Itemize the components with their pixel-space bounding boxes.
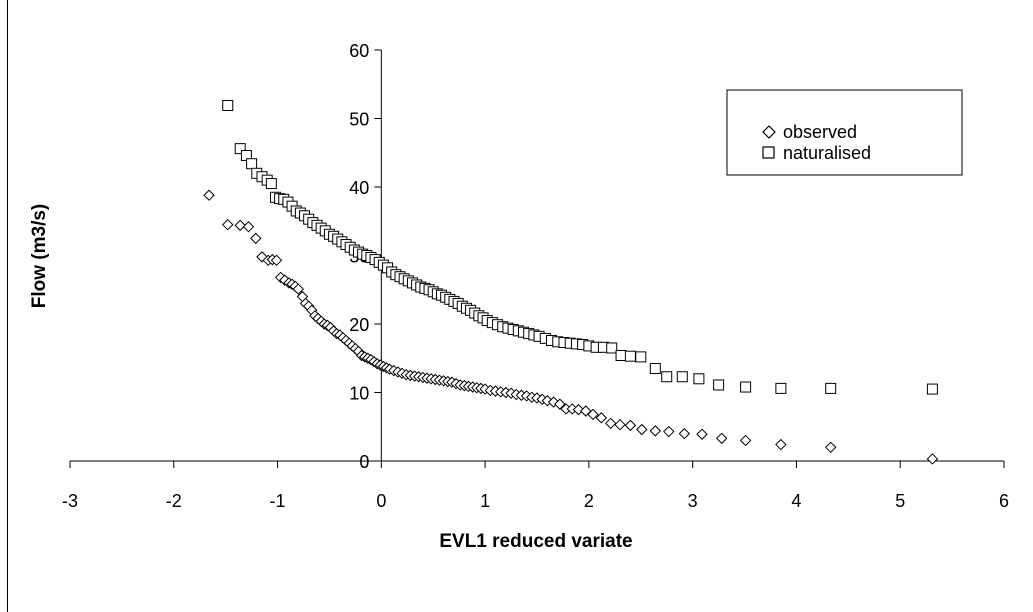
data-point-observed bbox=[256, 251, 268, 263]
tick-marks bbox=[69, 49, 1005, 468]
series-naturalised bbox=[222, 99, 938, 395]
data-point-observed bbox=[649, 425, 662, 437]
data-point-naturalised bbox=[606, 342, 618, 354]
y-tick-label: 40 bbox=[349, 178, 369, 198]
data-point-observed bbox=[678, 427, 691, 440]
data-point-naturalised bbox=[635, 351, 647, 363]
data-point-observed bbox=[739, 434, 752, 447]
y-tick-label: 60 bbox=[349, 41, 369, 61]
data-point-observed bbox=[696, 428, 708, 440]
y-tick-label: 50 bbox=[349, 110, 369, 130]
series-layer bbox=[203, 99, 939, 465]
data-point-observed bbox=[595, 412, 608, 424]
y-axis-title: Flow (m3/s) bbox=[29, 204, 50, 309]
data-point-observed bbox=[203, 189, 215, 201]
data-point-naturalised bbox=[265, 178, 277, 190]
data-point-naturalised bbox=[926, 383, 938, 395]
data-point-naturalised bbox=[661, 371, 673, 383]
data-point-naturalised bbox=[234, 143, 246, 155]
data-point-observed bbox=[270, 254, 283, 267]
data-point-naturalised bbox=[624, 350, 636, 362]
data-point-observed bbox=[222, 218, 234, 231]
x-tick-label: 4 bbox=[791, 491, 801, 511]
data-point-observed bbox=[580, 405, 592, 417]
data-point-observed bbox=[572, 403, 585, 416]
data-point-naturalised bbox=[649, 363, 661, 375]
data-point-observed bbox=[604, 417, 617, 430]
series-observed bbox=[203, 189, 939, 465]
data-point-observed bbox=[234, 219, 246, 232]
data-point-observed bbox=[292, 283, 305, 295]
data-point-observed bbox=[716, 432, 728, 445]
legend-diamond-marker bbox=[762, 125, 776, 139]
data-point-observed bbox=[663, 425, 675, 438]
x-tick-label: -3 bbox=[62, 491, 78, 511]
x-tick-label: -2 bbox=[166, 491, 182, 511]
legend-square-marker bbox=[762, 146, 775, 159]
x-tick-label: 1 bbox=[480, 491, 490, 511]
data-point-naturalised bbox=[222, 99, 234, 111]
y-tick-label: 0 bbox=[359, 452, 369, 472]
data-point-observed bbox=[614, 418, 626, 431]
data-point-naturalised bbox=[740, 381, 752, 393]
page-border-line bbox=[7, 0, 8, 612]
data-point-naturalised bbox=[775, 382, 787, 394]
x-axis-title: EVL1 reduced variate bbox=[439, 531, 632, 552]
data-point-naturalised bbox=[615, 350, 627, 362]
x-tick-label: 0 bbox=[376, 491, 386, 511]
data-point-observed bbox=[587, 408, 599, 421]
data-point-observed bbox=[250, 232, 262, 245]
data-point-naturalised bbox=[825, 382, 837, 394]
data-point-observed bbox=[636, 423, 648, 436]
x-tick-label: 6 bbox=[999, 491, 1009, 511]
data-point-observed bbox=[824, 441, 837, 454]
data-point-naturalised bbox=[676, 371, 688, 383]
legend-label-observed: observed bbox=[783, 122, 857, 142]
data-point-observed bbox=[541, 395, 554, 407]
y-tick-label: 10 bbox=[349, 384, 369, 404]
x-tick-labels: -3 -2 -1 0 1 2 3 4 5 6 bbox=[62, 491, 1009, 511]
legend-label-naturalised: naturalised bbox=[783, 143, 871, 163]
x-tick-label: 2 bbox=[584, 491, 594, 511]
x-tick-label: 3 bbox=[688, 491, 698, 511]
data-point-observed bbox=[554, 398, 566, 410]
data-point-observed bbox=[775, 438, 787, 451]
data-point-observed bbox=[624, 419, 637, 432]
y-tick-label: 20 bbox=[349, 315, 369, 335]
data-point-naturalised bbox=[693, 373, 705, 385]
data-point-observed bbox=[926, 453, 939, 465]
data-point-naturalised bbox=[713, 379, 725, 391]
legend: observed naturalised bbox=[726, 89, 963, 176]
x-tick-label: -1 bbox=[270, 491, 286, 511]
data-point-observed bbox=[242, 221, 255, 233]
x-tick-label: 5 bbox=[895, 491, 905, 511]
data-point-naturalised bbox=[246, 158, 258, 170]
